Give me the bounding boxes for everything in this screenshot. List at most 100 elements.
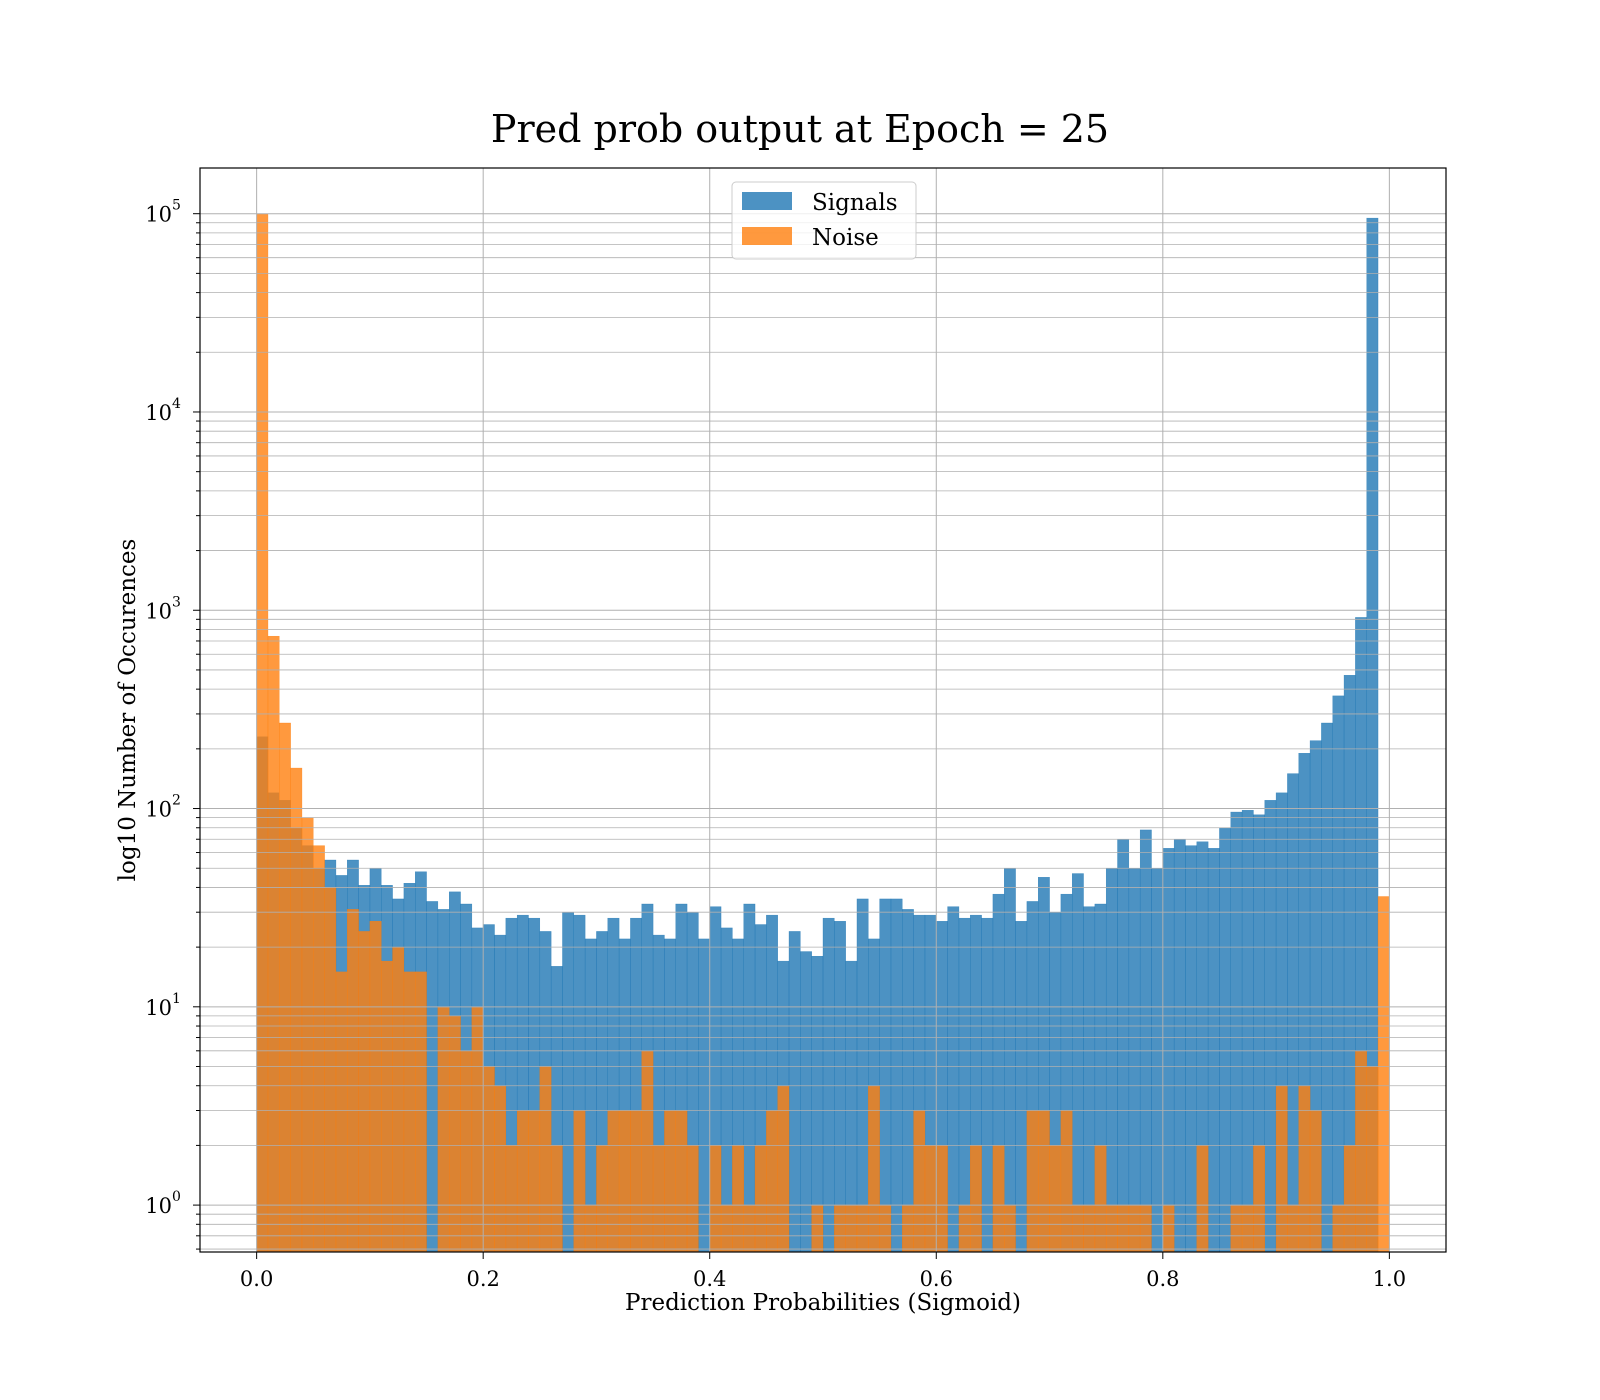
bar-signals bbox=[1128, 868, 1141, 1253]
bar-noise bbox=[1287, 1204, 1299, 1253]
bar-signals bbox=[1241, 810, 1254, 1253]
x-tick-label: 0.2 bbox=[466, 1267, 499, 1291]
bar-signals bbox=[1173, 839, 1186, 1253]
bar-noise bbox=[1162, 1204, 1175, 1253]
bar-signals bbox=[426, 901, 439, 1253]
bar-noise bbox=[584, 1204, 597, 1253]
bar-noise bbox=[1038, 1110, 1050, 1253]
bar-noise bbox=[856, 1204, 869, 1253]
bar-noise bbox=[958, 1204, 971, 1253]
bar-noise bbox=[1083, 1204, 1096, 1253]
bar-signals bbox=[743, 903, 756, 1253]
bar-signals bbox=[1332, 695, 1345, 1253]
bar-noise bbox=[369, 921, 382, 1253]
bar-signals bbox=[1287, 773, 1299, 1253]
bar-noise bbox=[1105, 1204, 1118, 1253]
bar-noise bbox=[1071, 1204, 1084, 1253]
bar-noise bbox=[256, 213, 269, 1253]
bar-signals bbox=[834, 921, 846, 1253]
chart-title: Pred prob output at Epoch = 25 bbox=[491, 107, 1109, 151]
bar-noise bbox=[279, 722, 291, 1253]
bar-noise bbox=[1060, 1110, 1073, 1253]
bar-noise bbox=[913, 1110, 926, 1253]
bar-noise bbox=[902, 1204, 914, 1253]
bar-signals bbox=[1185, 845, 1198, 1253]
bar-noise bbox=[834, 1204, 846, 1253]
y-tick-label: 105 bbox=[145, 198, 181, 227]
bar-signals bbox=[1139, 829, 1152, 1253]
bar-noise bbox=[1026, 1110, 1039, 1253]
bar-signals bbox=[1015, 921, 1028, 1253]
bar-noise bbox=[449, 1015, 461, 1253]
bar-noise bbox=[1309, 1110, 1322, 1253]
bar-signals bbox=[1105, 868, 1118, 1253]
legend-swatch-signals bbox=[742, 192, 792, 210]
bar-noise bbox=[381, 960, 393, 1253]
bar-noise bbox=[1377, 896, 1390, 1253]
x-tick-label: 1.0 bbox=[1373, 1267, 1406, 1291]
bar-signals bbox=[800, 951, 812, 1253]
bar-noise bbox=[324, 887, 337, 1253]
bar-signals bbox=[1071, 873, 1084, 1253]
x-tick-label: 0.0 bbox=[240, 1267, 273, 1291]
bar-noise bbox=[335, 971, 348, 1253]
bar-noise bbox=[471, 1006, 484, 1253]
bar-noise bbox=[403, 971, 416, 1253]
bar-noise bbox=[641, 1050, 654, 1253]
bar-noise bbox=[290, 767, 303, 1253]
bar-signals bbox=[1321, 722, 1333, 1253]
y-tick-label: 101 bbox=[145, 991, 181, 1020]
bar-signals bbox=[856, 898, 869, 1253]
bar-noise bbox=[766, 1110, 778, 1253]
bar-noise bbox=[1332, 1204, 1345, 1253]
bar-noise bbox=[358, 931, 371, 1253]
bar-signals bbox=[1117, 839, 1130, 1253]
bar-noise bbox=[573, 1110, 586, 1253]
bar-noise bbox=[743, 1204, 756, 1253]
bar-noise bbox=[845, 1204, 858, 1253]
bar-signals bbox=[1004, 868, 1016, 1253]
bar-signals bbox=[981, 917, 994, 1253]
legend-label-signals: Signals bbox=[812, 190, 898, 216]
bar-signals bbox=[1162, 848, 1175, 1253]
bar-noise bbox=[1230, 1204, 1243, 1253]
bar-noise bbox=[437, 1006, 450, 1253]
plot-frame bbox=[199, 167, 1447, 1253]
x-tick-label: 0.8 bbox=[1146, 1267, 1179, 1291]
bar-noise bbox=[1117, 1204, 1130, 1253]
bar-noise bbox=[267, 635, 280, 1253]
bar-noise bbox=[879, 1204, 892, 1253]
bar-noise bbox=[664, 1110, 676, 1253]
legend-label-noise: Noise bbox=[812, 225, 879, 251]
bar-signals bbox=[1151, 868, 1164, 1253]
bars-layer bbox=[256, 213, 1390, 1253]
bar-noise bbox=[618, 1110, 631, 1253]
y-tick-label: 103 bbox=[145, 594, 181, 623]
y-tick-label: 102 bbox=[145, 793, 181, 822]
bar-noise bbox=[516, 1110, 529, 1253]
bar-noise bbox=[301, 817, 314, 1253]
y-axis-label: log10 Number of Occurences bbox=[115, 539, 141, 882]
legend: Signals Noise bbox=[731, 181, 917, 260]
bar-signals bbox=[947, 906, 960, 1253]
bar-noise bbox=[415, 971, 427, 1253]
bar-signals bbox=[720, 927, 733, 1253]
bar-signals bbox=[1219, 827, 1231, 1253]
bar-noise bbox=[1128, 1204, 1141, 1253]
bar-noise bbox=[630, 1110, 642, 1253]
x-tick-label: 0.6 bbox=[920, 1267, 953, 1291]
bar-signals bbox=[562, 912, 574, 1253]
bar-signals bbox=[879, 898, 892, 1253]
bar-noise bbox=[1139, 1204, 1152, 1253]
bar-noise bbox=[392, 946, 405, 1253]
bar-signals bbox=[890, 898, 903, 1253]
x-tick-label: 0.4 bbox=[693, 1267, 726, 1291]
bar-signals bbox=[1230, 811, 1243, 1253]
bar-noise bbox=[1355, 1050, 1367, 1253]
grid-layer bbox=[200, 168, 1446, 1252]
y-tick-label: 100 bbox=[145, 1189, 181, 1218]
bar-noise bbox=[720, 1204, 733, 1253]
bar-noise bbox=[607, 1110, 620, 1253]
bar-signals bbox=[902, 909, 914, 1253]
